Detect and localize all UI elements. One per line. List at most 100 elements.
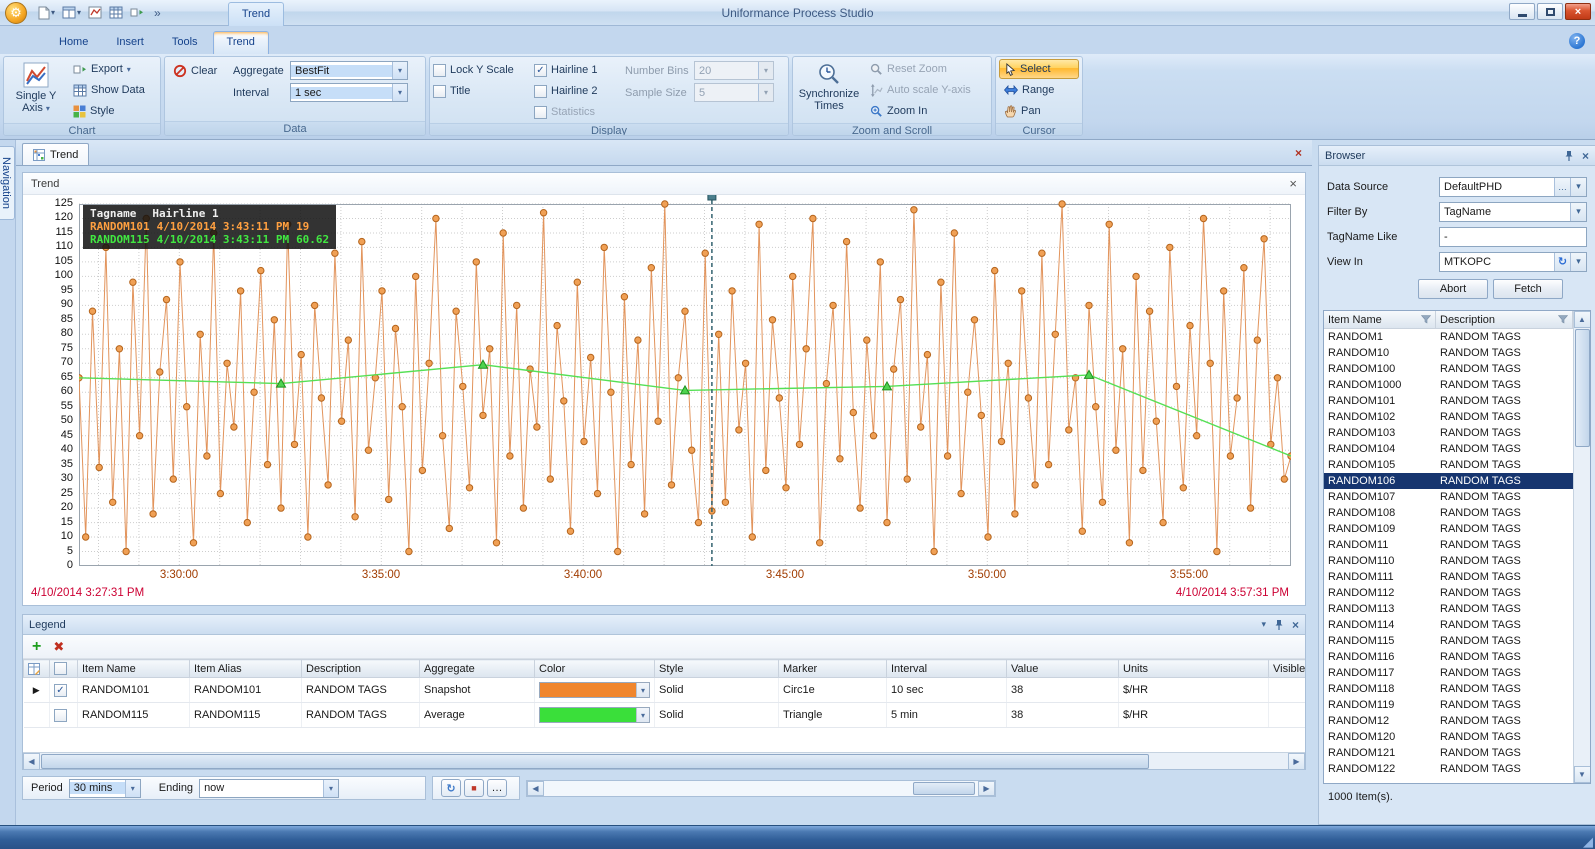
time-scrollbar-thumb[interactable] <box>913 781 975 795</box>
item-visible-checkbox[interactable]: ✓ <box>54 683 67 697</box>
legend-interval[interactable]: 5 min <box>886 702 1007 728</box>
document-tab-trend[interactable]: Trend <box>22 143 90 165</box>
filter-funnel-icon[interactable] <box>1558 315 1568 324</box>
browser-row[interactable]: RANDOM1000 RANDOM TAGS <box>1328 379 1521 391</box>
panel-close-icon[interactable]: × <box>1581 148 1589 163</box>
pin-icon[interactable] <box>1564 150 1574 162</box>
legend-column-header[interactable]: Units <box>1118 659 1269 678</box>
chart-close-button[interactable]: × <box>1289 176 1297 191</box>
chevron-down-icon[interactable]: ▾ <box>636 683 649 697</box>
legend-column-header[interactable]: Value <box>1006 659 1119 678</box>
sample-size-combo[interactable]: 5 ▾ <box>694 83 774 102</box>
trend-plot[interactable] <box>79 195 1291 566</box>
browser-row[interactable]: RANDOM108 RANDOM TAGS <box>1328 507 1521 519</box>
add-item-button[interactable]: + <box>32 637 42 655</box>
pan-cursor-button[interactable]: Pan <box>999 101 1079 121</box>
abort-button[interactable]: Abort <box>1418 279 1488 299</box>
tab-tools[interactable]: Tools <box>171 36 198 48</box>
legend-row[interactable]: ▶ ✓ RANDOM101 RANDOM101 RANDOM TAGS Snap… <box>23 677 1305 703</box>
filter-by-combo[interactable]: TagName ▾ <box>1439 201 1587 222</box>
legend-column-header[interactable]: Aggregate <box>419 659 535 678</box>
chevron-down-icon[interactable]: ▾ <box>1570 177 1586 196</box>
browse-icon[interactable]: … <box>1554 177 1570 196</box>
browser-row[interactable]: RANDOM112 RANDOM TAGS <box>1328 587 1521 599</box>
qat-overflow-button[interactable]: » <box>154 5 161 20</box>
clear-button[interactable]: Clear <box>168 61 230 81</box>
browser-row[interactable]: RANDOM121 RANDOM TAGS <box>1328 747 1521 759</box>
statistics-checkbox[interactable]: Statistics <box>534 103 622 121</box>
browser-vertical-scrollbar[interactable]: ▲ ▼ <box>1573 311 1590 783</box>
minimize-button[interactable] <box>1509 3 1535 20</box>
browser-row[interactable]: RANDOM100 RANDOM TAGS <box>1328 363 1521 375</box>
browser-row[interactable]: RANDOM113 RANDOM TAGS <box>1328 603 1521 615</box>
browser-row[interactable]: RANDOM119 RANDOM TAGS <box>1328 699 1521 711</box>
tab-trend[interactable]: Trend <box>212 31 269 54</box>
time-scrollbar[interactable]: ◀ ▶ <box>526 779 996 797</box>
browser-row[interactable]: RANDOM118 RANDOM TAGS <box>1328 683 1521 695</box>
browser-row[interactable]: RANDOM114 RANDOM TAGS <box>1328 619 1521 631</box>
aggregate-combo[interactable]: BestFit ▾ <box>290 61 408 80</box>
delete-item-button[interactable]: ✖ <box>53 638 65 654</box>
chevron-down-icon[interactable]: ▾ <box>392 84 407 101</box>
panel-close-icon[interactable]: × <box>1291 617 1299 632</box>
number-bins-combo[interactable]: 20 ▾ <box>694 61 774 80</box>
hairline1-checkbox[interactable]: ✓ Hairline 1 <box>534 61 622 79</box>
tab-insert[interactable]: Insert <box>116 36 144 48</box>
item-visible-checkbox[interactable] <box>54 708 67 722</box>
legend-aggregate[interactable]: Snapshot <box>419 677 535 703</box>
qat-new-display-button[interactable]: ▾ <box>60 5 83 20</box>
pin-icon[interactable] <box>1274 619 1284 631</box>
refresh-button[interactable]: ↻ <box>441 779 461 797</box>
color-swatch[interactable] <box>540 708 636 722</box>
browser-row[interactable]: RANDOM122 RANDOM TAGS <box>1328 763 1521 775</box>
browser-row[interactable]: RANDOM102 RANDOM TAGS <box>1328 411 1521 423</box>
qat-export-button[interactable] <box>128 5 146 20</box>
chevron-down-icon[interactable]: ▾ <box>1570 202 1586 221</box>
scroll-left-icon[interactable]: ◀ <box>23 752 40 769</box>
chevron-down-icon[interactable]: ▾ <box>1570 252 1586 271</box>
auto-scale-y-axis-button[interactable]: Auto scale Y-axis <box>865 80 976 100</box>
interval-combo[interactable]: 1 sec ▾ <box>290 83 408 102</box>
panel-menu-icon[interactable]: ▾ <box>1261 619 1266 629</box>
browser-row[interactable]: RANDOM120 RANDOM TAGS <box>1328 731 1521 743</box>
chevron-down-icon[interactable]: ▾ <box>636 708 649 722</box>
legend-aggregate[interactable]: Average <box>419 702 535 728</box>
legend-column-header[interactable]: Style <box>654 659 779 678</box>
select-cursor-button[interactable]: Select <box>999 59 1079 79</box>
hairline2-checkbox[interactable]: Hairline 2 <box>534 82 622 100</box>
zoom-in-button[interactable]: Zoom In <box>865 101 976 121</box>
browser-row[interactable]: RANDOM106 RANDOM TAGS <box>1324 473 1573 489</box>
scroll-up-icon[interactable]: ▲ <box>1573 311 1590 328</box>
chevron-down-icon[interactable]: ▾ <box>124 779 140 797</box>
style-button[interactable]: Style <box>68 101 150 121</box>
legend-column-header[interactable]: Interval <box>886 659 1007 678</box>
browser-row[interactable]: RANDOM109 RANDOM TAGS <box>1328 523 1521 535</box>
scrollbar-thumb[interactable] <box>41 753 1149 769</box>
legend-column-header[interactable] <box>49 659 78 678</box>
browser-row[interactable]: RANDOM105 RANDOM TAGS <box>1328 459 1521 471</box>
scroll-down-icon[interactable]: ▼ <box>1573 766 1590 783</box>
legend-style[interactable]: Solid <box>654 702 779 728</box>
show-data-button[interactable]: Show Data <box>68 80 150 100</box>
legend-column-header[interactable]: Item Alias <box>189 659 302 678</box>
stop-button[interactable]: ■ <box>464 779 484 797</box>
chevron-down-icon[interactable]: ▾ <box>392 62 407 79</box>
panel-splitter[interactable] <box>1312 140 1318 825</box>
resize-grip-icon[interactable]: ◢ <box>1583 834 1593 849</box>
legend-column-header[interactable]: Description <box>301 659 420 678</box>
column-header-description[interactable]: Description <box>1436 311 1573 328</box>
browser-row[interactable]: RANDOM107 RANDOM TAGS <box>1328 491 1521 503</box>
select-all-checkbox[interactable] <box>54 662 67 675</box>
data-source-combo[interactable]: DefaultPHD … ▾ <box>1439 176 1587 197</box>
browser-row[interactable]: RANDOM110 RANDOM TAGS <box>1328 555 1521 567</box>
lock-y-scale-checkbox[interactable]: Lock Y Scale <box>433 61 531 79</box>
period-combo[interactable]: 30 mins ▾ <box>68 778 141 798</box>
qat-new-document-button[interactable]: ▾ <box>35 5 57 21</box>
browser-row[interactable]: RANDOM115 RANDOM TAGS <box>1328 635 1521 647</box>
scroll-left-icon[interactable]: ◀ <box>527 780 544 796</box>
more-options-button[interactable]: … <box>487 779 507 797</box>
legend-horizontal-scrollbar[interactable]: ◀ ▶ <box>23 752 1305 769</box>
browser-row[interactable]: RANDOM116 RANDOM TAGS <box>1328 651 1521 663</box>
legend-column-header[interactable]: Color <box>534 659 655 678</box>
legend-column-header[interactable] <box>23 659 50 678</box>
